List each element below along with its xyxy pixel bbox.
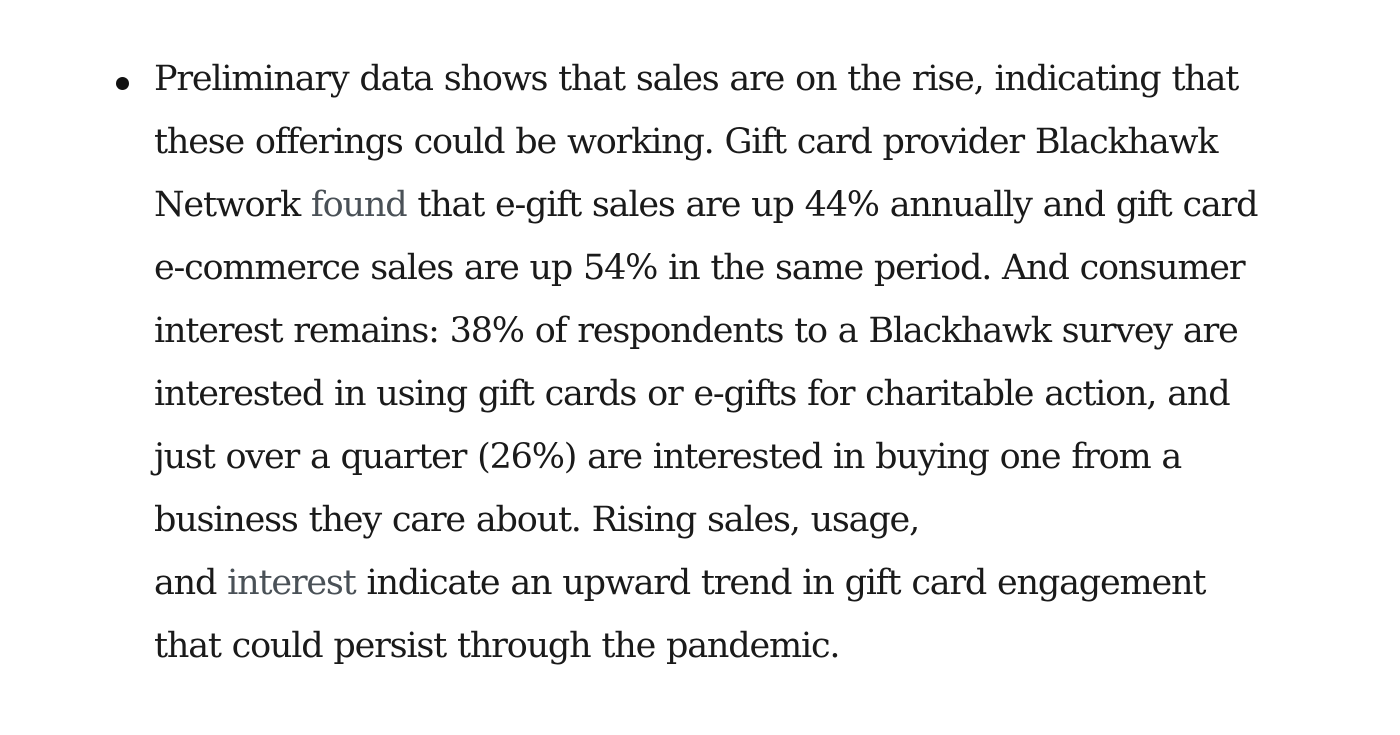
paragraph-line-8: business they care about. Rising sales, … [154,500,920,540]
found-link[interactable]: found [310,185,408,225]
paragraph-line-5: interest remains: 38% of respondents to … [154,311,1239,351]
paragraph-line-10: that could persist through the pandemic. [154,626,840,666]
paragraph-line-4: e-commerce sales are up 54% in the same … [154,248,1246,288]
bullet-list: Preliminary data shows that sales are on… [110,48,1340,678]
line-text-before-link: and [154,563,228,603]
list-item: Preliminary data shows that sales are on… [110,48,1340,678]
paragraph-line-9: and interest indicate an upward trend in… [154,552,1340,615]
paragraph-line-7: just over a quarter (26%) are interested… [154,437,1182,477]
paragraph-line-1: Preliminary data shows that sales are on… [154,59,1239,99]
bullet-dot-icon [116,77,129,90]
line-text-after-link: indicate an upward trend in gift card en… [355,563,1206,603]
article-body: Preliminary data shows that sales are on… [110,48,1340,678]
paragraph-line-3: Network found that e-gift sales are up 4… [154,174,1340,237]
interest-link[interactable]: interest [227,563,357,603]
paragraph-line-6: interested in using gift cards or e-gift… [154,374,1231,414]
paragraph-line-2: these offerings could be working. Gift c… [154,122,1218,162]
line-text-after-link: that e-gift sales are up 44% annually an… [406,185,1258,225]
line-text-before-link: Network [154,185,311,225]
